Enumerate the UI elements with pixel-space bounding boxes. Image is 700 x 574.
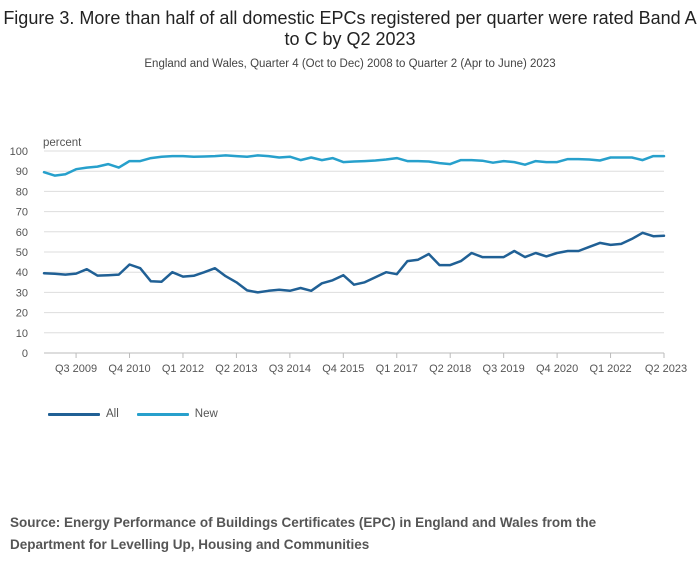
- y-tick-label: 100: [10, 146, 28, 158]
- legend: All New: [48, 408, 218, 420]
- x-tick-label: Q3 2019: [483, 363, 525, 375]
- x-tick-label: Q4 2015: [322, 363, 364, 375]
- chart-subtitle: England and Wales, Quarter 4 (Oct to Dec…: [144, 58, 556, 70]
- x-axis-ticks: Q3 2009 Q4 2010 Q1 2012 Q2 2013 Q3 2014 Q4 20…: [55, 353, 687, 375]
- y-tick-label: 10: [16, 328, 28, 340]
- y-tick-label: 30: [16, 287, 28, 299]
- legend-item-new: New: [136, 408, 218, 420]
- x-tick-label: Q1 2022: [589, 363, 631, 375]
- y-tick-label: 80: [16, 186, 28, 198]
- legend-swatch-new: [136, 412, 189, 416]
- x-tick-label: Q2 2023: [645, 363, 687, 375]
- y-tick-label: 70: [16, 207, 28, 219]
- y-tick-label: 20: [16, 308, 28, 320]
- y-axis-ticks: 0 10 20 30 40 50 60 70 80 90 100: [10, 146, 28, 360]
- x-tick-label: Q3 2009: [55, 363, 97, 375]
- chart-title: Figure 3. More than half of all domestic…: [3, 8, 697, 49]
- legend-item-all: All: [48, 408, 119, 420]
- y-tick-label: 0: [22, 348, 28, 360]
- x-tick-label: Q4 2010: [108, 363, 150, 375]
- x-tick-label: Q1 2017: [376, 363, 418, 375]
- legend-label-new: New: [194, 408, 218, 420]
- legend-label-all: All: [106, 408, 119, 420]
- series-lines: [42, 154, 666, 294]
- x-tick-label: Q1 2012: [162, 363, 204, 375]
- x-tick-label: Q2 2018: [429, 363, 471, 375]
- series-line-new: [42, 154, 666, 177]
- y-tick-label: 50: [16, 247, 28, 259]
- y-tick-label: 40: [16, 267, 28, 279]
- legend-swatch-all: [48, 412, 100, 416]
- x-tick-label: Q2 2013: [215, 363, 257, 375]
- x-tick-label: Q3 2014: [269, 363, 311, 375]
- y-tick-label: 90: [16, 166, 28, 178]
- line-chart: 0 10 20 30 40 50 60 70 80 90 100 percent Q3 2009 Q4…: [10, 137, 687, 375]
- y-tick-label: 60: [16, 227, 28, 239]
- y-axis-label: percent: [43, 137, 82, 149]
- source-note: Source: Energy Performance of Buildings …: [10, 515, 597, 552]
- gridlines: [44, 150, 664, 354]
- x-tick-label: Q4 2020: [536, 363, 578, 375]
- series-line-all: [42, 231, 666, 294]
